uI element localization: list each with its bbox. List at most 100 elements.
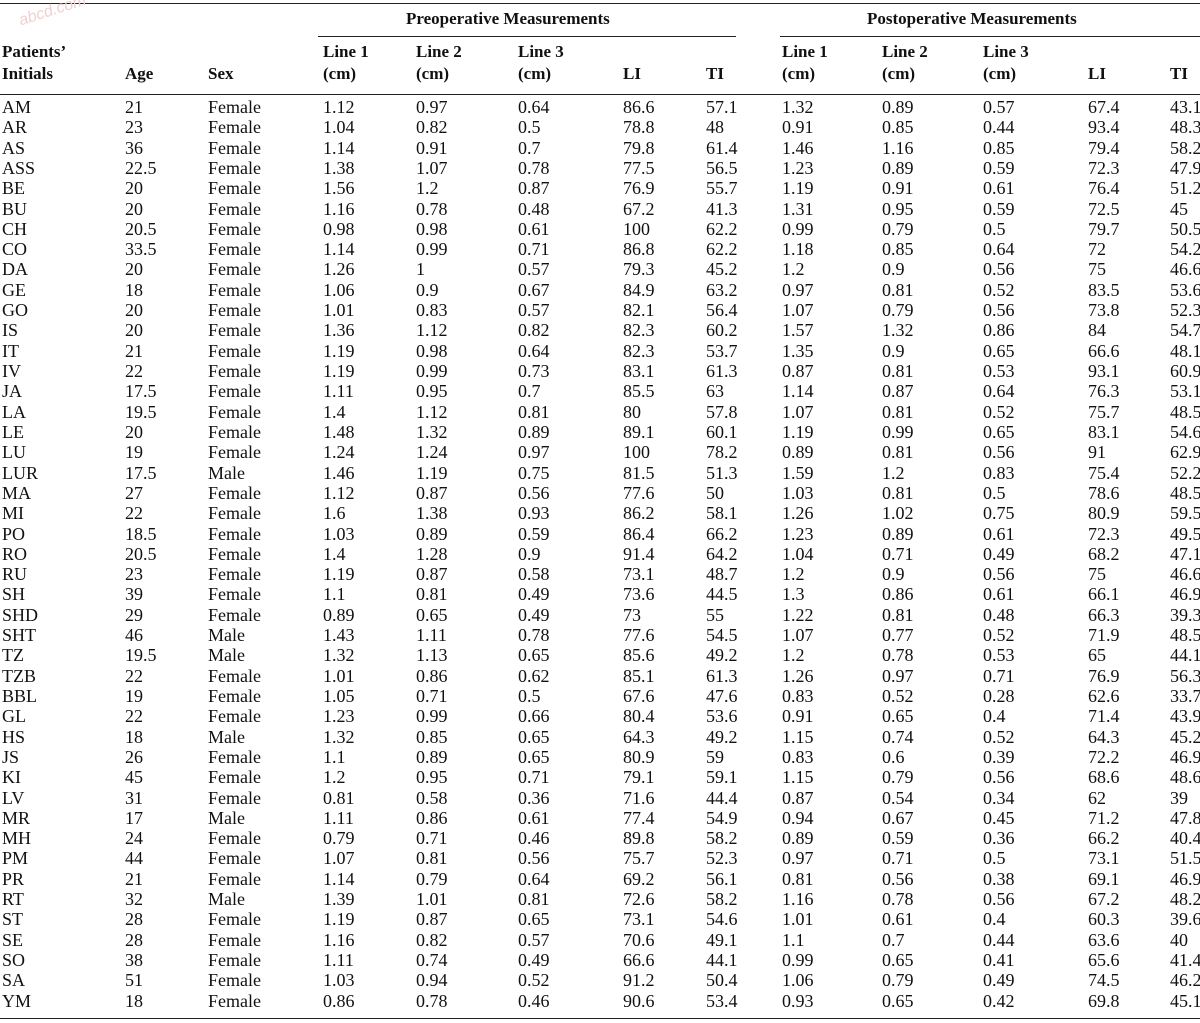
cell-sex: Female bbox=[208, 868, 261, 889]
cell-initials: SHT bbox=[2, 625, 37, 646]
cell-post-line2: 0.89 bbox=[882, 157, 914, 178]
cell-post-li: 69.1 bbox=[1088, 868, 1120, 889]
cell-pre-line3: 0.67 bbox=[518, 279, 550, 300]
cell-post-line3: 0.56 bbox=[983, 300, 1015, 321]
cell-pre-line3: 0.65 bbox=[518, 746, 550, 767]
cell-sex: Female bbox=[208, 482, 261, 503]
col-header-post-line2-line2: (cm) bbox=[882, 64, 916, 83]
cell-pre-line1: 1.01 bbox=[323, 300, 355, 321]
cell-sex: Female bbox=[208, 909, 261, 930]
cell-post-ti: 45.1 bbox=[1170, 990, 1200, 1011]
cell-pre-line3: 0.65 bbox=[518, 645, 550, 666]
cell-post-li: 75.4 bbox=[1088, 462, 1120, 483]
cell-pre-line3: 0.64 bbox=[518, 97, 550, 117]
cell-pre-line2: 0.74 bbox=[416, 950, 448, 971]
cell-age: 22 bbox=[125, 503, 143, 524]
cell-post-line3: 0.59 bbox=[983, 157, 1015, 178]
cell-pre-ti: 57.8 bbox=[706, 401, 738, 422]
cell-post-line2: 0.87 bbox=[882, 381, 914, 402]
cell-sex: Female bbox=[208, 279, 261, 300]
cell-post-line1: 1.32 bbox=[782, 97, 814, 117]
cell-initials: MA bbox=[2, 482, 32, 503]
cell-post-line2: 0.71 bbox=[882, 543, 914, 564]
cell-pre-ti: 58.2 bbox=[706, 828, 738, 849]
cell-post-li: 66.3 bbox=[1088, 604, 1120, 625]
cell-post-ti: 48.5 bbox=[1170, 625, 1200, 646]
cell-sex: Female bbox=[208, 157, 261, 178]
cell-post-line1: 1.46 bbox=[782, 137, 814, 158]
cell-pre-ti: 58.1 bbox=[706, 503, 738, 524]
cell-initials: CO bbox=[2, 239, 28, 260]
cell-pre-ti: 60.2 bbox=[706, 320, 738, 341]
cell-pre-ti: 48.7 bbox=[706, 564, 738, 585]
cell-pre-li: 100 bbox=[623, 442, 650, 463]
cell-pre-ti: 62.2 bbox=[706, 218, 738, 239]
cell-post-line3: 0.41 bbox=[983, 950, 1015, 971]
cell-post-line1: 1.59 bbox=[782, 462, 814, 483]
cell-post-line1: 1.26 bbox=[782, 503, 814, 524]
cell-post-line1: 0.94 bbox=[782, 807, 814, 828]
cell-post-li: 75 bbox=[1088, 564, 1106, 585]
cell-age: 20 bbox=[125, 259, 143, 280]
cell-post-line3: 0.39 bbox=[983, 746, 1015, 767]
cell-sex: Female bbox=[208, 239, 261, 260]
cell-post-line1: 0.91 bbox=[782, 706, 814, 727]
cell-initials: LE bbox=[2, 421, 24, 442]
cell-pre-line1: 1.05 bbox=[323, 685, 355, 706]
cell-pre-line1: 0.89 bbox=[323, 604, 355, 625]
cell-pre-line2: 0.89 bbox=[416, 523, 448, 544]
cell-sex: Female bbox=[208, 970, 261, 991]
cell-age: 36 bbox=[125, 137, 143, 158]
cell-post-line3: 0.59 bbox=[983, 198, 1015, 219]
cell-age: 26 bbox=[125, 746, 143, 767]
col-header-pre-li: LI bbox=[623, 64, 641, 83]
cell-post-li: 65 bbox=[1088, 645, 1106, 666]
cell-pre-li: 72.6 bbox=[623, 889, 655, 910]
cell-sex: Female bbox=[208, 117, 261, 138]
cell-pre-line2: 0.9 bbox=[416, 279, 439, 300]
cell-age: 23 bbox=[125, 564, 143, 585]
cell-pre-line1: 1.19 bbox=[323, 564, 355, 585]
cell-post-line3: 0.49 bbox=[983, 543, 1015, 564]
cell-post-line1: 1.07 bbox=[782, 401, 814, 422]
cell-post-line2: 0.77 bbox=[882, 625, 914, 646]
cell-initials: GL bbox=[2, 706, 26, 727]
cell-pre-ti: 49.1 bbox=[706, 929, 738, 950]
cell-pre-line2: 0.91 bbox=[416, 137, 448, 158]
cell-post-ti: 46.9 bbox=[1170, 584, 1200, 605]
cell-post-line3: 0.56 bbox=[983, 259, 1015, 280]
cell-post-line2: 1.02 bbox=[882, 503, 914, 524]
cell-post-li: 71.4 bbox=[1088, 706, 1120, 727]
cell-initials: DA bbox=[2, 259, 28, 280]
cell-post-line3: 0.5 bbox=[983, 482, 1006, 503]
group-title-preoperative: Preoperative Measurements bbox=[406, 9, 610, 28]
cell-pre-line1: 1.1 bbox=[323, 584, 346, 605]
cell-pre-ti: 62.2 bbox=[706, 239, 738, 260]
cell-post-ti: 39 bbox=[1170, 787, 1188, 808]
cell-pre-li: 75.7 bbox=[623, 848, 655, 869]
cell-post-line2: 0.79 bbox=[882, 970, 914, 991]
cell-pre-line1: 1.11 bbox=[323, 807, 354, 828]
cell-post-line1: 0.99 bbox=[782, 218, 814, 239]
cell-pre-li: 86.2 bbox=[623, 503, 655, 524]
cell-pre-line1: 1.14 bbox=[323, 868, 355, 889]
cell-post-line2: 0.95 bbox=[882, 198, 914, 219]
cell-post-ti: 51.5 bbox=[1170, 848, 1200, 869]
cell-post-line2: 0.85 bbox=[882, 239, 914, 260]
col-header-pre-line2-line1: Line 2 bbox=[416, 42, 462, 61]
cell-pre-line3: 0.49 bbox=[518, 950, 550, 971]
cell-post-ti: 41.4 bbox=[1170, 950, 1200, 971]
cell-pre-li: 85.1 bbox=[623, 665, 655, 686]
cell-post-line1: 1.57 bbox=[782, 320, 814, 341]
cell-initials: IV bbox=[2, 361, 21, 382]
cell-age: 38 bbox=[125, 950, 143, 971]
cell-sex: Female bbox=[208, 706, 261, 727]
cell-pre-line3: 0.64 bbox=[518, 340, 550, 361]
cell-post-line2: 0.97 bbox=[882, 665, 914, 686]
cell-pre-li: 84.9 bbox=[623, 279, 655, 300]
cell-sex: Female bbox=[208, 990, 261, 1011]
cell-age: 17 bbox=[125, 807, 143, 828]
cell-pre-li: 90.6 bbox=[623, 990, 655, 1011]
cell-post-ti: 54.7 bbox=[1170, 320, 1200, 341]
cell-initials: MH bbox=[2, 828, 32, 849]
